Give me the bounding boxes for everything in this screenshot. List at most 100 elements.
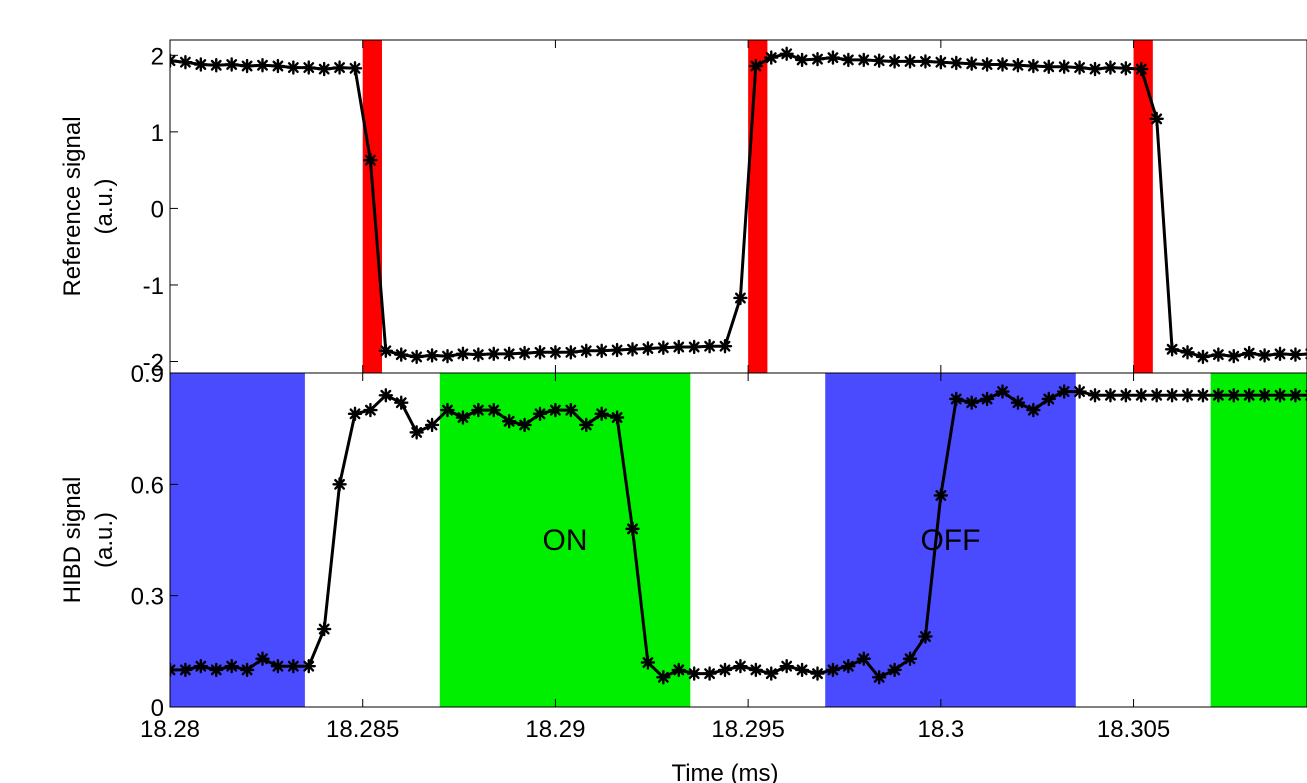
data-point bbox=[1197, 351, 1209, 363]
data-point bbox=[395, 349, 407, 361]
data-point bbox=[858, 653, 870, 665]
data-point bbox=[827, 664, 839, 676]
data-point bbox=[981, 58, 993, 70]
data-point bbox=[426, 349, 438, 361]
data-point bbox=[642, 343, 654, 355]
y-tick-label: 2 bbox=[151, 43, 164, 70]
data-point bbox=[1089, 63, 1101, 75]
data-point bbox=[688, 341, 700, 353]
data-point bbox=[411, 426, 423, 438]
data-point bbox=[442, 404, 454, 416]
data-point bbox=[272, 660, 284, 672]
series-line bbox=[170, 392, 1307, 678]
data-point bbox=[657, 671, 669, 683]
data-point bbox=[796, 54, 808, 66]
data-point bbox=[1228, 350, 1240, 362]
data-point bbox=[195, 660, 207, 672]
shaded-region bbox=[170, 373, 305, 707]
data-point bbox=[688, 668, 700, 680]
y-tick-label: 0 bbox=[151, 196, 164, 223]
data-point bbox=[1058, 61, 1070, 73]
data-point bbox=[1212, 349, 1224, 361]
data-point bbox=[1135, 389, 1147, 401]
data-point bbox=[1274, 389, 1286, 401]
data-point bbox=[611, 412, 623, 424]
data-point bbox=[889, 55, 901, 67]
data-point bbox=[1166, 389, 1178, 401]
data-point bbox=[334, 62, 346, 74]
data-point bbox=[1104, 389, 1116, 401]
data-point bbox=[642, 656, 654, 668]
data-point bbox=[966, 397, 978, 409]
data-point bbox=[719, 664, 731, 676]
data-point bbox=[827, 52, 839, 64]
shaded-region bbox=[748, 40, 767, 373]
data-point bbox=[719, 340, 731, 352]
data-point bbox=[1012, 59, 1024, 71]
data-point bbox=[210, 59, 222, 71]
data-point bbox=[503, 348, 515, 360]
shaded-region bbox=[363, 40, 382, 373]
data-point bbox=[904, 55, 916, 67]
data-point bbox=[457, 412, 469, 424]
y-tick-label: 0.3 bbox=[131, 584, 164, 611]
data-point bbox=[303, 62, 315, 74]
data-point bbox=[765, 668, 777, 680]
y-tick-label: 0.9 bbox=[131, 361, 164, 388]
data-point bbox=[488, 404, 500, 416]
data-point bbox=[1166, 343, 1178, 355]
data-point bbox=[858, 54, 870, 66]
axes-frame bbox=[170, 373, 1307, 707]
data-point bbox=[704, 340, 716, 352]
data-point bbox=[627, 523, 639, 535]
y-tick-label: 0.6 bbox=[131, 472, 164, 499]
data-point bbox=[750, 60, 762, 72]
data-point bbox=[318, 63, 330, 75]
data-point bbox=[889, 664, 901, 676]
data-point bbox=[226, 58, 238, 70]
data-point bbox=[812, 668, 824, 680]
x-axis-label: Time (ms) bbox=[671, 760, 778, 783]
shaded-region bbox=[1134, 40, 1153, 373]
data-point bbox=[426, 419, 438, 431]
plot-area bbox=[164, 40, 1307, 373]
data-point bbox=[534, 408, 546, 420]
data-point bbox=[1012, 397, 1024, 409]
x-tick-label: 18.285 bbox=[326, 716, 399, 743]
data-point bbox=[472, 349, 484, 361]
data-point bbox=[1027, 404, 1039, 416]
data-point bbox=[919, 630, 931, 642]
region-label-on: ON bbox=[543, 524, 588, 557]
data-point bbox=[1243, 347, 1255, 359]
data-point bbox=[1197, 389, 1209, 401]
data-point bbox=[704, 668, 716, 680]
data-point bbox=[257, 653, 269, 665]
data-point bbox=[503, 415, 515, 427]
data-point bbox=[411, 351, 423, 363]
data-point bbox=[179, 56, 191, 68]
data-point bbox=[1089, 389, 1101, 401]
data-point bbox=[287, 660, 299, 672]
data-point bbox=[364, 404, 376, 416]
data-point bbox=[580, 419, 592, 431]
data-point bbox=[1243, 389, 1255, 401]
data-point bbox=[673, 341, 685, 353]
data-point bbox=[997, 386, 1009, 398]
x-tick-label: 18.305 bbox=[1097, 716, 1170, 743]
data-point bbox=[287, 62, 299, 74]
data-point bbox=[318, 623, 330, 635]
data-point bbox=[1058, 386, 1070, 398]
data-point bbox=[812, 53, 824, 65]
data-point bbox=[842, 660, 854, 672]
data-point bbox=[1289, 389, 1301, 401]
region-label-off: OFF bbox=[920, 524, 980, 557]
y-axis-label: (a.u.) bbox=[91, 178, 118, 234]
data-point bbox=[210, 664, 222, 676]
data-point bbox=[1259, 349, 1271, 361]
data-point bbox=[488, 348, 500, 360]
data-point bbox=[611, 344, 623, 356]
data-point bbox=[1151, 113, 1163, 125]
hibd-signal-panel: ON OFF 0.9 0.6 0.3 0 HIBD signal (a.u.) 18.28 18.… bbox=[59, 361, 1307, 783]
data-point bbox=[657, 342, 669, 354]
